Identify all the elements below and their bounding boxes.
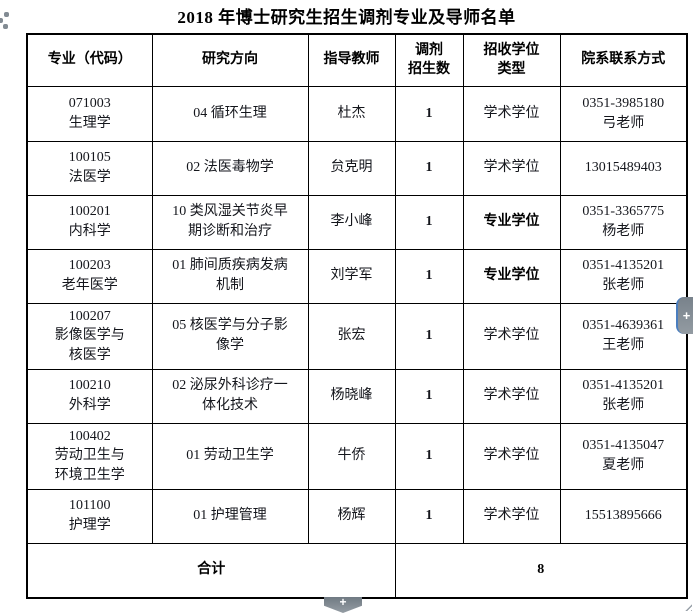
cell-quota: 1 bbox=[394, 368, 464, 424]
table-resize-handle-icon[interactable] bbox=[683, 602, 692, 611]
header-cell-major: 专业（代码） bbox=[26, 33, 153, 87]
cell-quota: 1 bbox=[394, 85, 464, 142]
plus-icon: + bbox=[682, 308, 691, 323]
cell-quota: 1 bbox=[394, 488, 464, 544]
total-label-cell: 合计 bbox=[26, 542, 396, 599]
cell-advisor: 贠克明 bbox=[307, 140, 396, 196]
cell-advisor: 杨辉 bbox=[307, 488, 396, 544]
cell-direction: 01 护理管理 bbox=[151, 488, 309, 544]
cell-direction: 01 劳动卫生学 bbox=[151, 422, 309, 490]
cell-advisor: 李小峰 bbox=[307, 194, 396, 250]
cell-contact: 0351-4135201 张老师 bbox=[559, 368, 688, 424]
cell-contact: 0351-3985180 弓老师 bbox=[559, 85, 688, 142]
cell-major: 100207 影像医学与 核医学 bbox=[26, 302, 153, 370]
cell-quota: 1 bbox=[394, 248, 464, 304]
plus-icon: + bbox=[339, 595, 347, 609]
adjustment-majors-table: 专业（代码） 研究方向 指导教师 调剂 招生数 招收学位 类型 院系联系方式 0… bbox=[26, 33, 688, 599]
cell-direction: 02 法医毒物学 bbox=[151, 140, 309, 196]
cell-degree-type: 学术学位 bbox=[462, 85, 561, 142]
cell-quota: 1 bbox=[394, 422, 464, 490]
cell-major: 100210 外科学 bbox=[26, 368, 153, 424]
cell-direction: 04 循环生理 bbox=[151, 85, 309, 142]
header-cell-direction: 研究方向 bbox=[151, 33, 309, 87]
table-row: 100203 老年医学 01 肺间质疾病发病 机制 刘学军 1 专业学位 035… bbox=[26, 248, 688, 304]
table-row: 100402 劳动卫生与 环境卫生学 01 劳动卫生学 牛侨 1 学术学位 03… bbox=[26, 422, 688, 490]
cell-contact: 15513895666 bbox=[559, 488, 688, 544]
cell-contact: 13015489403 bbox=[559, 140, 688, 196]
cell-advisor: 杜杰 bbox=[307, 85, 396, 142]
cell-contact: 0351-4135047 夏老师 bbox=[559, 422, 688, 490]
cell-degree-type: 学术学位 bbox=[462, 368, 561, 424]
cell-degree-type: 专业学位 bbox=[462, 248, 561, 304]
table-row: 100210 外科学 02 泌尿外科诊疗一 体化技术 杨晓峰 1 学术学位 03… bbox=[26, 368, 688, 424]
header-row: 专业（代码） 研究方向 指导教师 调剂 招生数 招收学位 类型 院系联系方式 bbox=[26, 33, 688, 87]
total-value-cell: 8 bbox=[394, 542, 688, 599]
cell-degree-type: 学术学位 bbox=[462, 488, 561, 544]
header-cell-advisor: 指导教师 bbox=[307, 33, 396, 87]
add-column-button[interactable]: + bbox=[676, 297, 693, 334]
cell-direction: 05 核医学与分子影 像学 bbox=[151, 302, 309, 370]
cell-contact: 0351-4135201 张老师 bbox=[559, 248, 688, 304]
move-dot-icon bbox=[0, 18, 3, 23]
cell-advisor: 牛侨 bbox=[307, 422, 396, 490]
cell-advisor: 刘学军 bbox=[307, 248, 396, 304]
cell-major: 100105 法医学 bbox=[26, 140, 153, 196]
cell-degree-type: 学术学位 bbox=[462, 302, 561, 370]
cell-direction: 10 类风湿关节炎早 期诊断和治疗 bbox=[151, 194, 309, 250]
table-row: 101100 护理学 01 护理管理 杨辉 1 学术学位 15513895666 bbox=[26, 488, 688, 544]
cell-advisor: 张宏 bbox=[307, 302, 396, 370]
page-title: 2018 年博士研究生招生调剂专业及导师名单 bbox=[177, 8, 516, 27]
table-row: 100207 影像医学与 核医学 05 核医学与分子影 像学 张宏 1 学术学位… bbox=[26, 302, 688, 370]
cell-degree-type: 学术学位 bbox=[462, 422, 561, 490]
cell-major: 100402 劳动卫生与 环境卫生学 bbox=[26, 422, 153, 490]
cell-degree-type: 专业学位 bbox=[462, 194, 561, 250]
cell-direction: 02 泌尿外科诊疗一 体化技术 bbox=[151, 368, 309, 424]
cell-advisor: 杨晓峰 bbox=[307, 368, 396, 424]
cell-quota: 1 bbox=[394, 140, 464, 196]
cell-direction: 01 肺间质疾病发病 机制 bbox=[151, 248, 309, 304]
header-cell-contact: 院系联系方式 bbox=[559, 33, 688, 87]
header-cell-quota: 调剂 招生数 bbox=[394, 33, 464, 87]
move-dot-icon bbox=[4, 12, 9, 17]
cell-major: 100203 老年医学 bbox=[26, 248, 153, 304]
cell-major: 071003 生理学 bbox=[26, 85, 153, 142]
table-row: 071003 生理学 04 循环生理 杜杰 1 学术学位 0351-398518… bbox=[26, 85, 688, 142]
table-move-handle-icon[interactable] bbox=[0, 9, 12, 31]
cell-major: 100201 内科学 bbox=[26, 194, 153, 250]
cell-degree-type: 学术学位 bbox=[462, 140, 561, 196]
cell-contact: 0351-3365775 杨老师 bbox=[559, 194, 688, 250]
add-row-button[interactable]: + bbox=[324, 597, 362, 613]
header-cell-degree-type: 招收学位 类型 bbox=[462, 33, 561, 87]
cell-quota: 1 bbox=[394, 302, 464, 370]
table-row: 100201 内科学 10 类风湿关节炎早 期诊断和治疗 李小峰 1 专业学位 … bbox=[26, 194, 688, 250]
table-row: 100105 法医学 02 法医毒物学 贠克明 1 学术学位 130154894… bbox=[26, 140, 688, 196]
total-row: 合计 8 bbox=[26, 542, 688, 599]
cell-contact: 0351-4639361 王老师 bbox=[559, 302, 688, 370]
cell-major: 101100 护理学 bbox=[26, 488, 153, 544]
move-dot-icon bbox=[3, 24, 8, 29]
cell-quota: 1 bbox=[394, 194, 464, 250]
